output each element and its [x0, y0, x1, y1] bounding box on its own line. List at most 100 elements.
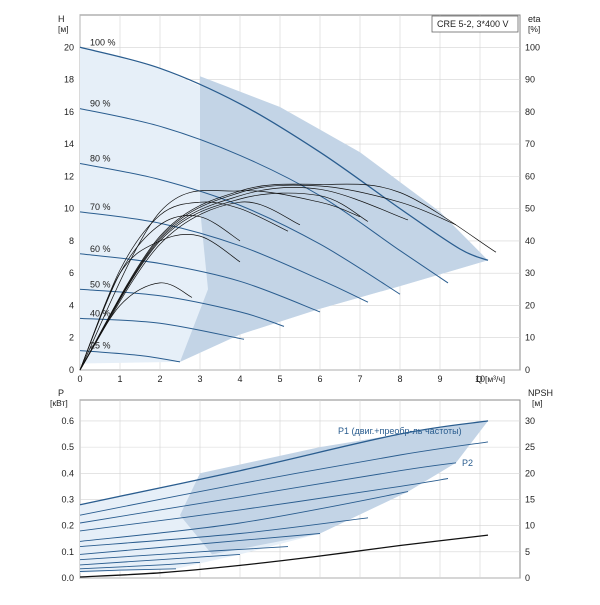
left-axis-unit-h: [м] [58, 24, 69, 34]
head-curve-label-6: 40 % [90, 308, 111, 318]
power-curve-9 [79, 561, 201, 570]
npsh-curve [79, 534, 489, 578]
bottom-left-tick-label-2: 0.2 [61, 521, 74, 531]
top-x-tick-label-2: 2 [157, 374, 162, 384]
head-curve-label-0: 100 % [90, 37, 116, 47]
bottom-left-tick-label-5: 0.5 [61, 442, 74, 452]
top-x-tick-label-10: 10 [475, 374, 485, 384]
bottom-left-tick-label-6: 0.6 [61, 416, 74, 426]
chart-title-box [431, 15, 519, 33]
top-operating-area [80, 47, 488, 364]
bottom-right-tick-label-4: 20 [525, 468, 535, 478]
top-left-tick-label-1: 2 [69, 333, 74, 343]
bottom-operating-area [80, 420, 488, 573]
top-left-tick-label-6: 12 [64, 171, 74, 181]
chart-title: CRE 5-2, 3*400 V [437, 19, 509, 29]
bottom-right-tick-label-2: 10 [525, 521, 535, 531]
head-curve-label-7: 25 % [90, 341, 111, 351]
power-curve-5 [79, 517, 369, 548]
bottom-left-tick-label-4: 0.4 [61, 468, 74, 478]
top-left-tick-label-9: 18 [64, 75, 74, 85]
top-series [79, 46, 497, 371]
power-curve-4 [79, 491, 409, 542]
top-left-tick-label-4: 8 [69, 236, 74, 246]
head-curve-label-3: 70 % [90, 202, 111, 212]
efficiency-curve-4 [79, 186, 409, 371]
right-axis-unit-npsh: [м] [532, 398, 543, 408]
efficiency-curve-8 [79, 201, 289, 371]
right-axis-unit-eta: [%] [528, 24, 540, 34]
top-x-tick-label-3: 3 [197, 374, 202, 384]
top-x-tick-label-4: 4 [237, 374, 242, 384]
efficiency-curve-3 [79, 192, 369, 371]
bottom-right-tick-label-5: 25 [525, 442, 535, 452]
power-curve-6 [79, 533, 321, 555]
bottom-right-tick-label-1: 5 [525, 547, 530, 557]
top-area-dark [180, 76, 488, 362]
right-axis-label-npsh: NPSH [528, 388, 553, 398]
head-curve-label-2: 80 % [90, 153, 111, 163]
top-right-tick-label-4: 40 [525, 236, 535, 246]
top-right-tick-label-5: 50 [525, 204, 535, 214]
top-labels: 0 1 2 3 4 5 6 7 8 9 100246810121416182001020304050… [64, 37, 540, 384]
top-right-tick-label-2: 20 [525, 300, 535, 310]
right-axis-label-eta: eta [528, 14, 541, 24]
top-left-tick-label-8: 16 [64, 107, 74, 117]
power-curve-2 [79, 462, 457, 524]
efficiency-curve-9 [79, 190, 361, 371]
power-curve-0 [79, 420, 489, 506]
top-x-tick-label-8: 8 [397, 374, 402, 384]
top-left-tick-label-5: 10 [64, 204, 74, 214]
top-right-tick-label-6: 60 [525, 171, 535, 181]
head-curve-4 [79, 253, 321, 313]
head-curve-7 [79, 350, 181, 363]
head-curve-label-4: 60 % [90, 244, 111, 254]
bottom-left-tick-label-3: 0.3 [61, 494, 74, 504]
head-curve-label-1: 90 % [90, 99, 111, 109]
top-right-tick-label-8: 80 [525, 107, 535, 117]
power-curve-1 [79, 441, 489, 516]
series-label-p2: P2 [462, 458, 473, 468]
bottom-right-tick-label-0: 0 [525, 573, 530, 583]
top-x-tick-label-0: 0 [77, 374, 82, 384]
top-right-tick-label-9: 90 [525, 75, 535, 85]
top-x-tick-label-7: 7 [357, 374, 362, 384]
top-left-tick-label-2: 4 [69, 300, 74, 310]
power-curve-10 [79, 568, 177, 572]
top-right-tick-label-7: 70 [525, 139, 535, 149]
x-axis-label-q: Q [м³/ч] [476, 374, 505, 384]
power-curve-3 [79, 478, 449, 532]
left-axis-label-h: H [58, 14, 65, 24]
power-curve-8 [79, 553, 241, 566]
top-right-tick-label-0: 0 [525, 365, 530, 375]
head-curve-label-5: 50 % [90, 279, 111, 289]
left-axis-unit-p: [кВт] [50, 398, 68, 408]
head-curve-0 [79, 46, 489, 261]
head-curve-2 [79, 163, 401, 295]
bottom-area-dark [180, 420, 488, 555]
top-right-tick-label-10: 100 [525, 42, 540, 52]
bottom-right-tick-label-6: 30 [525, 416, 535, 426]
power-curve-7 [79, 546, 289, 561]
bottom-series [79, 420, 489, 578]
efficiency-curve-7 [79, 215, 241, 371]
top-x-tick-label-5: 5 [277, 374, 282, 384]
bottom-right-tick-label-3: 15 [525, 494, 535, 504]
top-x-tick-label-1: 1 [117, 374, 122, 384]
series-label-p1: P1 (двиг.+преобр-ль частоты) [338, 426, 462, 436]
bottom-left-tick-label-1: 0.1 [61, 547, 74, 557]
efficiency-curve-2 [79, 201, 301, 371]
bottom-labels: 0.0 0.1 0.2 0.3 0.4 0.5 0.6 0 5 10 15 20 25 30 [61, 416, 535, 583]
top-left-tick-label-0: 0 [69, 365, 74, 375]
top-x-tick-label-6: 6 [317, 374, 322, 384]
top-x-tick-label-9: 9 [437, 374, 442, 384]
left-axis-label-p: P [58, 388, 64, 398]
top-left-tick-label-10: 20 [64, 42, 74, 52]
top-left-tick-label-7: 14 [64, 139, 74, 149]
top-left-tick-label-3: 6 [69, 268, 74, 278]
efficiency-curve-5 [79, 184, 457, 371]
top-right-tick-label-1: 10 [525, 333, 535, 343]
bottom-left-tick-label-0: 0.0 [61, 573, 74, 583]
